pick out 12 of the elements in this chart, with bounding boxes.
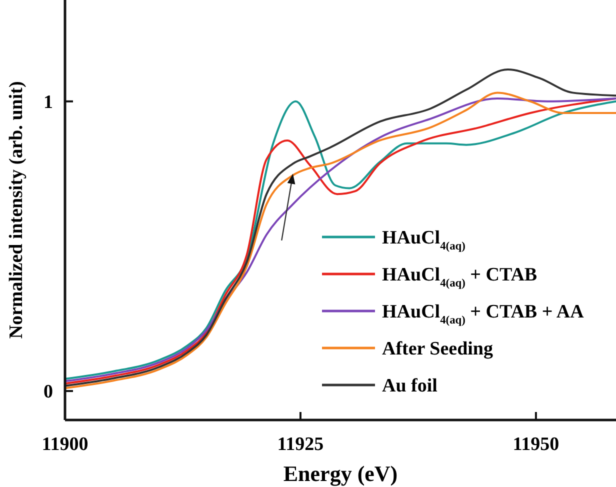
legend-label: After Seeding	[382, 338, 494, 360]
y-axis-title: Normalized intensity (arb. unit)	[6, 81, 27, 339]
legend-label: Au foil	[382, 376, 438, 397]
x-tick-label: 11900	[42, 434, 88, 455]
y-tick-label: 0	[44, 382, 53, 403]
x-tick-label: 11925	[277, 434, 324, 455]
x-tick-label: 11950	[512, 434, 560, 455]
y-tick-label: 1	[44, 92, 53, 114]
legend-label: HAuCl$_{4(aq)}$ + CTAB + AA	[382, 302, 584, 327]
legend-label: HAuCl$_{4(aq)}$	[382, 228, 466, 253]
x-axis-title: Energy (eV)	[283, 461, 398, 486]
legend-label: HAuCl$_{4(aq)}$ + CTAB	[382, 264, 538, 290]
